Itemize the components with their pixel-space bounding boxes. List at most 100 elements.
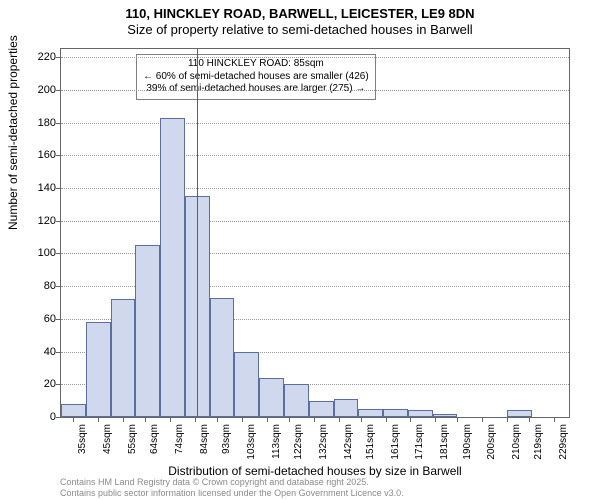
title-line-1: 110, HINCKLEY ROAD, BARWELL, LEICESTER, …	[0, 6, 600, 22]
xtick-mark	[361, 417, 362, 422]
histogram-bar	[433, 414, 458, 417]
xtick-label: 151sqm	[365, 424, 376, 464]
xtick-label: 132sqm	[318, 424, 329, 464]
gridline	[61, 155, 569, 156]
ytick-mark	[56, 319, 61, 320]
xtick-mark	[386, 417, 387, 422]
gridline	[61, 221, 569, 222]
gridline	[61, 188, 569, 189]
xtick-mark	[267, 417, 268, 422]
xtick-mark	[195, 417, 196, 422]
ytick-mark	[56, 352, 61, 353]
xtick-label: 142sqm	[343, 424, 354, 464]
xtick-label: 200sqm	[486, 424, 497, 464]
xtick-mark	[217, 417, 218, 422]
xtick-mark	[554, 417, 555, 422]
ytick-label: 100	[38, 247, 56, 259]
ytick-mark	[56, 253, 61, 254]
histogram-bar	[61, 404, 86, 417]
xtick-label: 55sqm	[127, 424, 138, 464]
histogram-bar	[284, 384, 309, 417]
xtick-mark	[529, 417, 530, 422]
ytick-mark	[56, 384, 61, 385]
ytick-label: 60	[44, 313, 56, 325]
xtick-mark	[457, 417, 458, 422]
xtick-mark	[482, 417, 483, 422]
xtick-mark	[123, 417, 124, 422]
xtick-mark	[339, 417, 340, 422]
ytick-label: 200	[38, 84, 56, 96]
histogram-bar	[309, 401, 334, 417]
x-axis-label: Distribution of semi-detached houses by …	[60, 464, 570, 478]
xtick-label: 219sqm	[533, 424, 544, 464]
xtick-label: 161sqm	[390, 424, 401, 464]
chart-container: 110, HINCKLEY ROAD, BARWELL, LEICESTER, …	[0, 0, 600, 500]
footer-attribution: Contains HM Land Registry data © Crown c…	[60, 477, 404, 498]
histogram-bar	[111, 299, 136, 417]
ytick-label: 20	[44, 378, 56, 390]
footer-line-1: Contains HM Land Registry data © Crown c…	[60, 477, 404, 487]
xtick-label: 84sqm	[199, 424, 210, 464]
xtick-label: 74sqm	[174, 424, 185, 464]
info-box: 110 HINCKLEY ROAD: 85sqm ← 60% of semi-d…	[136, 54, 376, 100]
plot-area: 110 HINCKLEY ROAD: 85sqm ← 60% of semi-d…	[60, 48, 570, 418]
ytick-mark	[56, 123, 61, 124]
xtick-label: 35sqm	[77, 424, 88, 464]
ytick-label: 80	[44, 280, 56, 292]
histogram-bar	[334, 399, 359, 417]
histogram-bar	[234, 352, 259, 417]
xtick-mark	[170, 417, 171, 422]
xtick-mark	[507, 417, 508, 422]
xtick-label: 210sqm	[511, 424, 522, 464]
histogram-bar	[160, 118, 185, 417]
ytick-mark	[56, 155, 61, 156]
histogram-bar	[358, 409, 383, 417]
histogram-bar	[408, 410, 433, 417]
ytick-label: 40	[44, 346, 56, 358]
xtick-label: 64sqm	[149, 424, 160, 464]
gridline	[61, 57, 569, 58]
histogram-bar	[259, 378, 284, 417]
histogram-bar	[507, 410, 532, 417]
xtick-mark	[145, 417, 146, 422]
xtick-label: 171sqm	[414, 424, 425, 464]
ytick-mark	[56, 221, 61, 222]
ytick-label: 220	[38, 51, 56, 63]
xtick-label: 181sqm	[439, 424, 450, 464]
ytick-label: 0	[50, 411, 56, 423]
xtick-label: 93sqm	[221, 424, 232, 464]
histogram-bar	[210, 298, 235, 417]
ytick-label: 180	[38, 117, 56, 129]
ytick-mark	[56, 188, 61, 189]
xtick-mark	[73, 417, 74, 422]
xtick-mark	[98, 417, 99, 422]
title-line-2: Size of property relative to semi-detach…	[0, 22, 600, 38]
xtick-mark	[435, 417, 436, 422]
xtick-mark	[289, 417, 290, 422]
xtick-mark	[242, 417, 243, 422]
xtick-label: 113sqm	[271, 424, 282, 464]
xtick-label: 190sqm	[462, 424, 473, 464]
xtick-label: 122sqm	[293, 424, 304, 464]
xtick-mark	[314, 417, 315, 422]
ytick-mark	[56, 90, 61, 91]
xtick-label: 45sqm	[102, 424, 113, 464]
histogram-bar	[86, 322, 111, 417]
title-block: 110, HINCKLEY ROAD, BARWELL, LEICESTER, …	[0, 0, 600, 39]
xtick-mark	[410, 417, 411, 422]
gridline	[61, 90, 569, 91]
ytick-label: 140	[38, 182, 56, 194]
xtick-label: 103sqm	[246, 424, 257, 464]
info-line-1: 110 HINCKLEY ROAD: 85sqm	[143, 58, 369, 71]
ytick-mark	[56, 57, 61, 58]
histogram-bar	[135, 245, 160, 417]
footer-line-2: Contains public sector information licen…	[60, 488, 404, 498]
gridline	[61, 123, 569, 124]
info-line-2: ← 60% of semi-detached houses are smalle…	[143, 71, 369, 84]
y-axis-label: Number of semi-detached properties	[6, 35, 20, 230]
ytick-label: 160	[38, 149, 56, 161]
reference-line	[197, 49, 198, 417]
xtick-label: 229sqm	[558, 424, 569, 464]
ytick-label: 120	[38, 215, 56, 227]
histogram-bar	[383, 409, 408, 417]
